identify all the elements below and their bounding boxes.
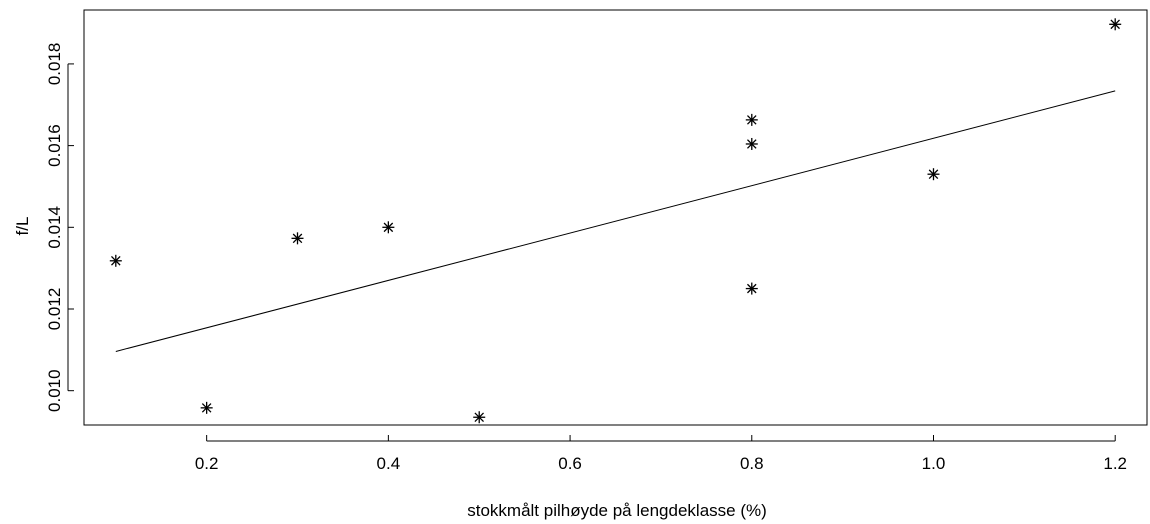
data-point-7 <box>745 282 758 295</box>
x-tick-label-0: 0.2 <box>195 454 219 473</box>
regression-line <box>115 90 1116 352</box>
data-point-9 <box>1109 18 1122 31</box>
data-point-3 <box>382 221 395 234</box>
x-tick-label-3: 0.8 <box>740 454 764 473</box>
plot-frame <box>83 9 1148 426</box>
x-tick-label-1: 0.4 <box>377 454 401 473</box>
y-tick-label-3: 0.016 <box>45 124 64 167</box>
x-axis-title: stokkmålt pilhøyde på lengdeklasse (%) <box>467 501 767 520</box>
x-tick-label-2: 0.6 <box>558 454 582 473</box>
y-tick-label-1: 0.012 <box>45 288 64 331</box>
data-point-4 <box>473 411 486 424</box>
data-point-8 <box>927 168 940 181</box>
data-point-2 <box>291 232 304 245</box>
data-point-0 <box>109 254 122 267</box>
data-point-6 <box>745 137 758 150</box>
y-tick-label-2: 0.014 <box>45 206 64 249</box>
x-tick-label-5: 1.2 <box>1103 454 1127 473</box>
data-point-5 <box>745 113 758 126</box>
y-tick-label-4: 0.018 <box>45 43 64 86</box>
y-tick-label-0: 0.010 <box>45 369 64 412</box>
data-point-1 <box>200 401 213 414</box>
x-tick-label-4: 1.0 <box>922 454 946 473</box>
y-axis-title: f/L <box>13 217 32 236</box>
